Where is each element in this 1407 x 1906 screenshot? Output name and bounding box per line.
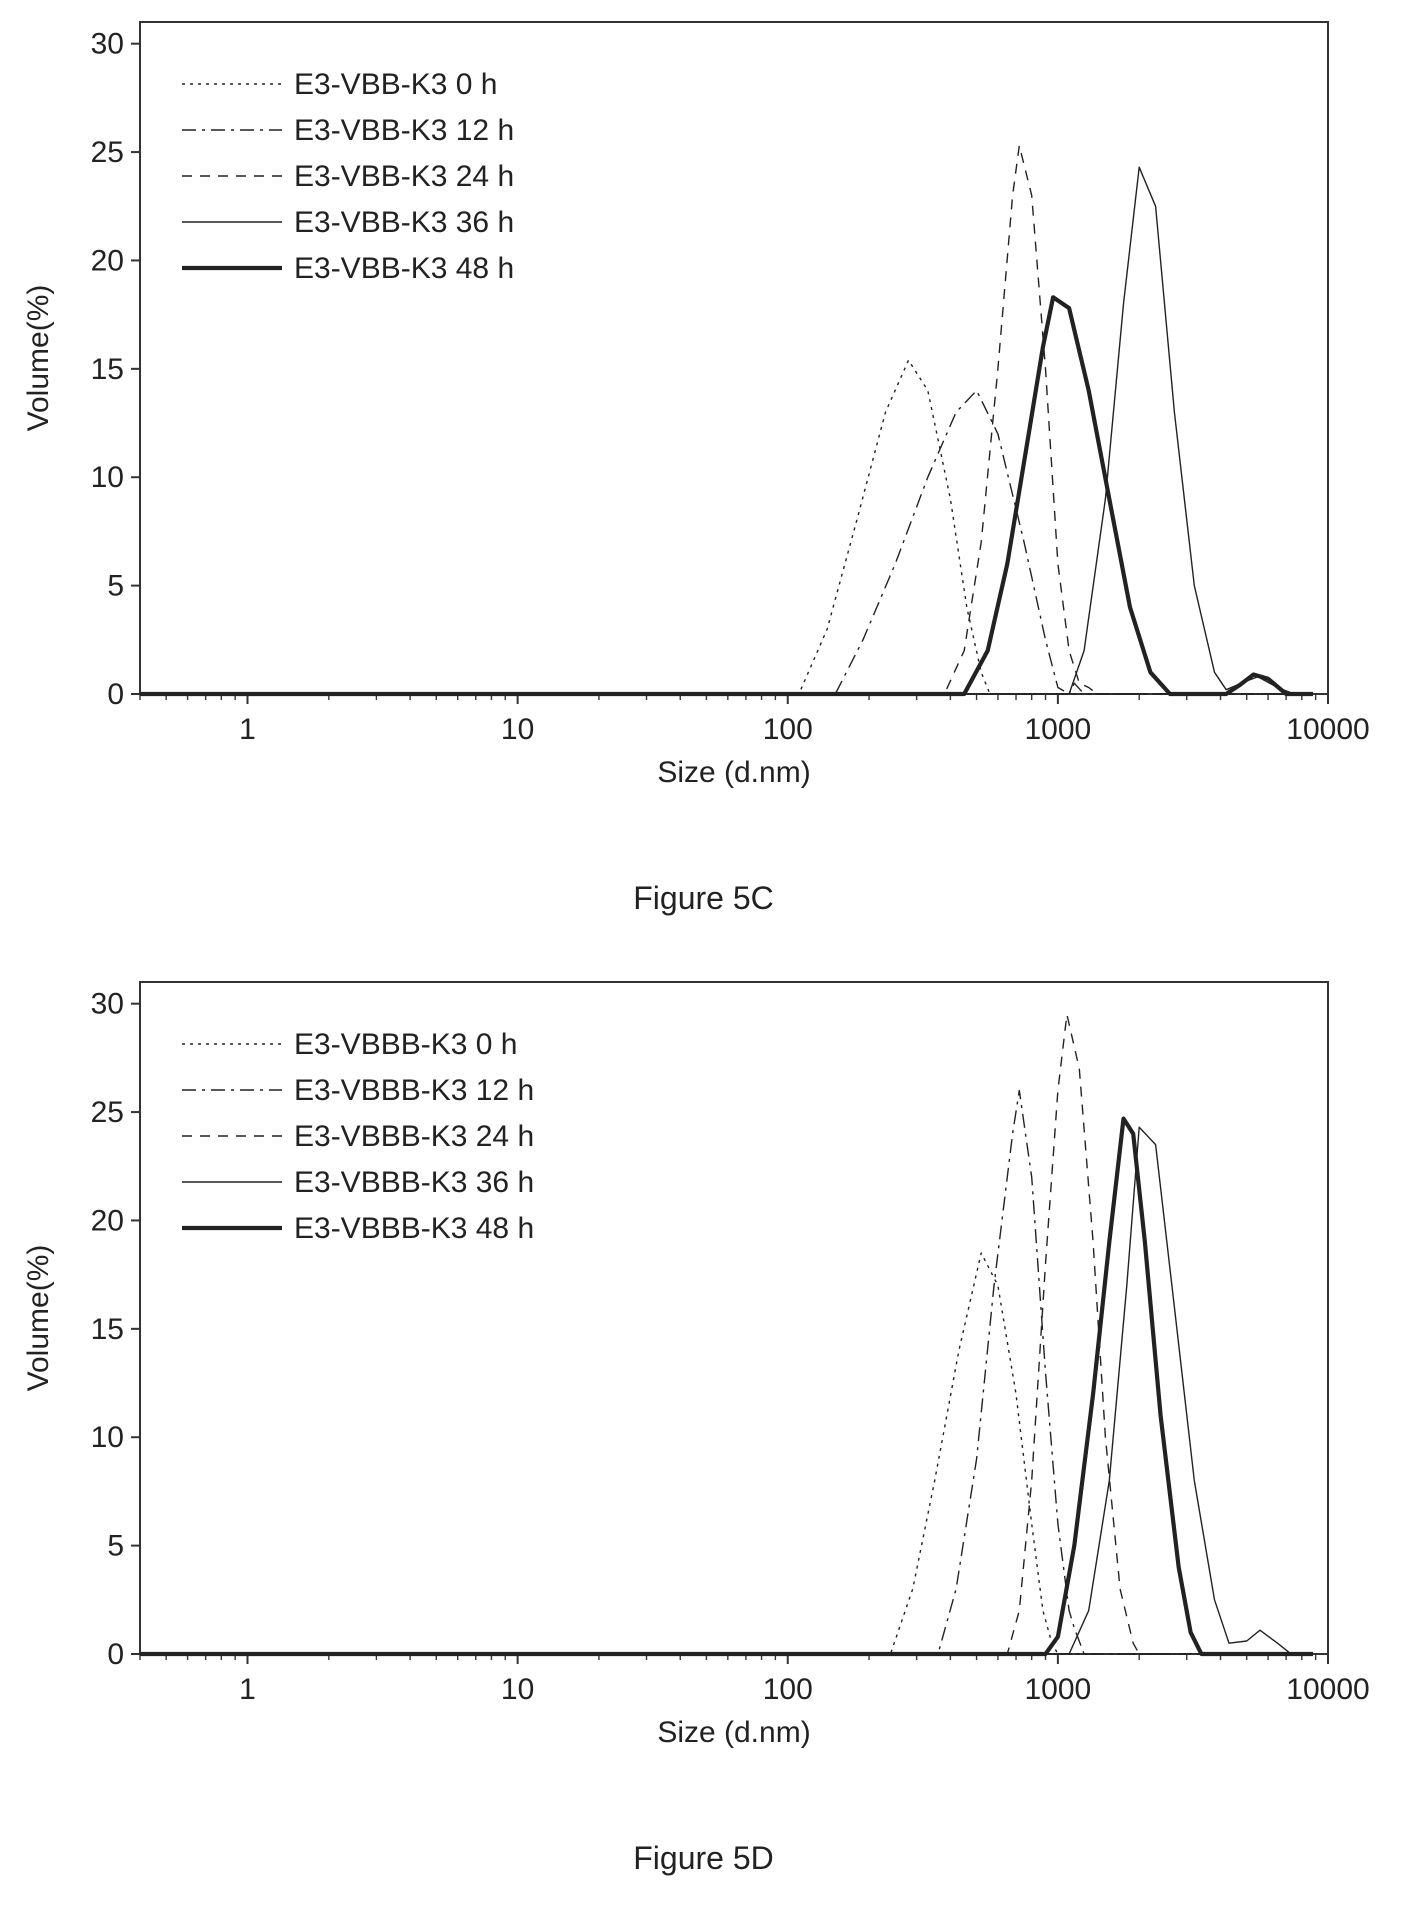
legend-label: E3-VBBB-K3 24 h: [294, 1120, 534, 1153]
legend-label: E3-VBB-K3 36 h: [294, 206, 514, 239]
figure-5c-panel: 0 5 10 15 20 25 30 1 10 100 1000 10000 Size (d.nm) Vo…: [0, 0, 1407, 950]
series-line: [140, 1089, 1313, 1655]
legend-label: E3-VBBB-K3 0 h: [294, 1028, 517, 1061]
y-tick-label: 30: [91, 28, 124, 61]
figure-5d-panel: 0 5 10 15 20 25 30 1 10 100 1000 10000 Size (d.nm) Vo…: [0, 960, 1407, 1906]
series-line: [140, 1126, 1313, 1655]
x-tick-label: 10000: [1286, 713, 1369, 746]
legend-label: E3-VBB-K3 12 h: [294, 114, 514, 147]
y-tick-label: 30: [91, 988, 124, 1021]
y-tick-label: 0: [107, 1638, 124, 1671]
legend-label: E3-VBB-K3 24 h: [294, 160, 514, 193]
x-tick-label: 1: [239, 713, 256, 746]
y-tick-label: 15: [91, 353, 124, 386]
y-tick-label: 10: [91, 1421, 124, 1454]
y-tick-label: 5: [107, 1530, 124, 1563]
legend-label: E3-VBB-K3 48 h: [294, 252, 514, 285]
figure-5d-chart: 0 5 10 15 20 25 30 1 10 100 1000 10000 Size (d.nm) Vo…: [22, 981, 1370, 1749]
figure-5c-caption: Figure 5C: [633, 880, 774, 916]
y-axis-title: Volume(%): [22, 1245, 55, 1392]
series-line: [140, 1252, 1313, 1655]
y-tick-label: 20: [91, 1204, 124, 1237]
y-tick-label: 25: [91, 136, 124, 169]
x-tick-label: 10000: [1286, 1673, 1369, 1706]
legend-label: E3-VBBB-K3 12 h: [294, 1074, 534, 1107]
x-axis-title: Size (d.nm): [657, 1716, 810, 1749]
y-tick-label: 10: [91, 461, 124, 494]
x-tick-label: 1000: [1024, 1673, 1091, 1706]
y-tick-label: 20: [91, 244, 124, 277]
y-axis-title: Volume(%): [22, 285, 55, 432]
y-tick-label: 25: [91, 1096, 124, 1129]
series-line: [140, 144, 1313, 695]
x-tick-label: 10: [501, 713, 534, 746]
x-tick-label: 100: [763, 1673, 813, 1706]
legend-label: E3-VBBB-K3 36 h: [294, 1166, 534, 1199]
legend-label: E3-VBBB-K3 48 h: [294, 1212, 534, 1245]
series-line: [140, 295, 1313, 697]
figure-5c-chart: 0 5 10 15 20 25 30 1 10 100 1000 10000 Size (d.nm) Vo…: [22, 21, 1370, 789]
y-tick-label: 0: [107, 678, 124, 711]
x-tick-label: 100: [763, 713, 813, 746]
series-line: [140, 166, 1313, 695]
series-line: [140, 1116, 1313, 1657]
figure-5d-caption: Figure 5D: [633, 1840, 774, 1876]
series-line: [140, 359, 1313, 695]
series-line: [140, 389, 1313, 695]
y-tick-label: 5: [107, 570, 124, 603]
x-tick-label: 10: [501, 1673, 534, 1706]
x-axis-title: Size (d.nm): [657, 756, 810, 789]
series-line: [140, 1013, 1313, 1655]
x-tick-label: 1000: [1024, 713, 1091, 746]
x-tick-label: 1: [239, 1673, 256, 1706]
legend-label: E3-VBB-K3 0 h: [294, 68, 497, 101]
y-tick-label: 15: [91, 1313, 124, 1346]
